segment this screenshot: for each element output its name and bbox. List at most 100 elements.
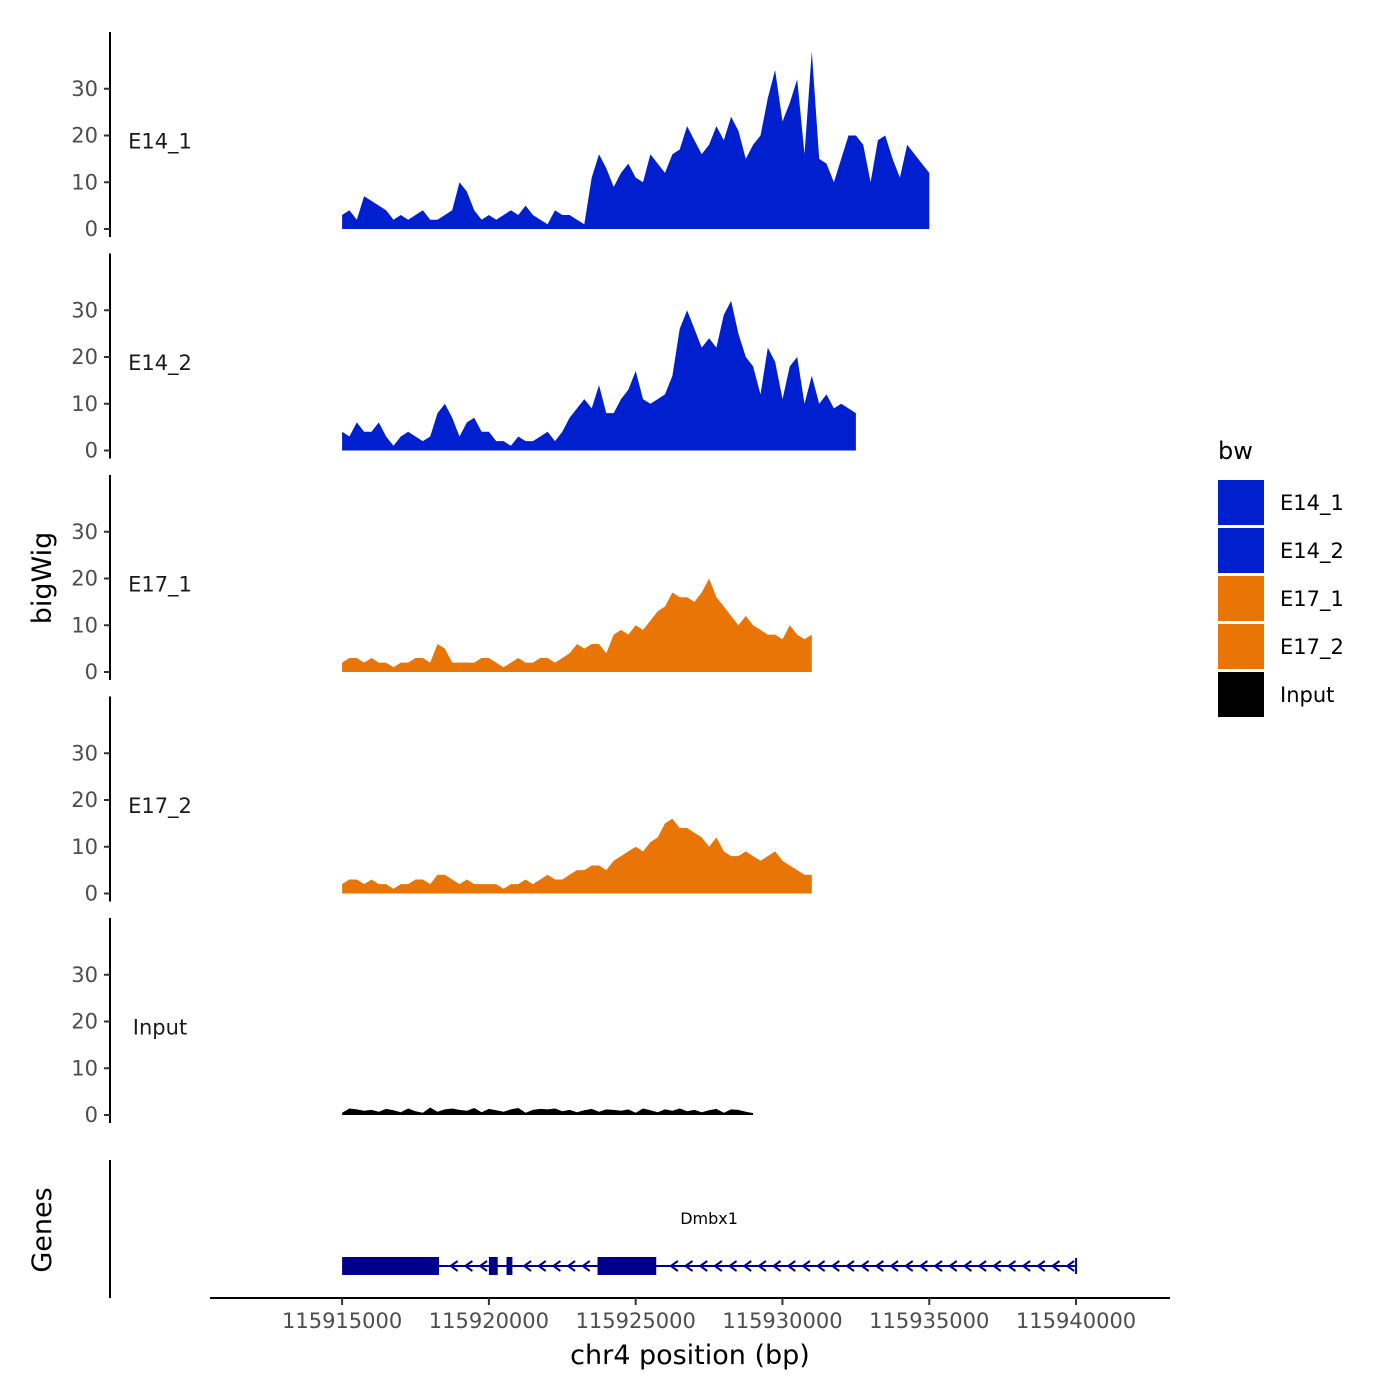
y-tick-label: 0: [85, 217, 98, 241]
legend-swatch-Input: [1218, 672, 1264, 717]
strand-arrow: [463, 1260, 473, 1272]
strand-arrow: [771, 1260, 782, 1272]
gene-track: Dmbx1: [109, 1160, 1078, 1298]
gene-label: Dmbx1: [680, 1209, 738, 1228]
signal-area-E17_1: [342, 578, 812, 672]
x-tick-label: 115920000: [429, 1309, 549, 1333]
signal-area-Input: [342, 1107, 754, 1115]
y-tick-label: 0: [85, 660, 98, 684]
strand-arrow: [830, 1260, 840, 1272]
strand-arrow: [742, 1260, 752, 1272]
strand-arrow: [478, 1260, 488, 1272]
y-axis-title-bigwig: bigWig: [27, 532, 58, 625]
y-tick-label: 0: [85, 439, 98, 463]
x-tick-label: 115925000: [576, 1309, 696, 1333]
x-axis-title: chr4 position (bp): [570, 1340, 810, 1371]
x-axis: 115915000 115920000 115925000 115930000 1159…: [210, 1297, 1170, 1333]
strand-arrow: [1065, 1260, 1075, 1272]
strand-arrow: [698, 1260, 708, 1272]
track-E17_1: 0 10 20 30 E17_1: [71, 475, 812, 684]
strand-arrow: [683, 1260, 694, 1272]
strand-arrow: [522, 1260, 532, 1272]
y-tick-label: 20: [71, 567, 98, 591]
strand-arrow: [918, 1260, 928, 1272]
y-tick-label: 30: [71, 963, 98, 987]
y-tick-label: 20: [71, 1010, 98, 1034]
legend-title: bw: [1218, 437, 1253, 465]
strand-arrow: [903, 1260, 914, 1272]
strand-arrow: [713, 1260, 723, 1272]
legend: bw E14_1 E14_2 E17_1 E17_2 Input: [1218, 437, 1344, 717]
legend-label-E17_1: E17_1: [1280, 587, 1344, 612]
strand-arrow: [801, 1260, 811, 1272]
signal-area-E14_2: [342, 300, 856, 451]
y-tick-label: 20: [71, 788, 98, 812]
exon: [342, 1257, 439, 1275]
strand-arrow: [727, 1260, 738, 1272]
strand-arrow: [845, 1260, 855, 1272]
exon: [506, 1257, 513, 1275]
exon: [597, 1257, 657, 1275]
y-tick-label: 30: [71, 741, 98, 765]
strand-arrow: [815, 1260, 826, 1272]
strand-arrow: [859, 1260, 870, 1272]
y-tick-label: 20: [71, 124, 98, 148]
strand-arrow: [962, 1260, 973, 1272]
y-tick-label: 30: [71, 520, 98, 544]
strand-arrow: [1036, 1260, 1046, 1272]
track-label-Input: Input: [133, 1016, 187, 1040]
legend-swatch-E17_2: [1218, 624, 1264, 669]
track-Input: 0 10 20 30 Input: [71, 918, 754, 1127]
strand-arrow: [566, 1260, 576, 1272]
track-label-E17_2: E17_2: [128, 794, 192, 819]
legend-swatch-E14_1: [1218, 480, 1264, 525]
strand-arrow: [889, 1260, 899, 1272]
strand-arrow: [581, 1260, 591, 1272]
y-tick-label: 20: [71, 345, 98, 369]
track-E14_2: 0 10 20 30 E14_2: [71, 253, 856, 463]
track-label-E14_2: E14_2: [128, 351, 192, 376]
track-label-E17_1: E17_1: [128, 573, 192, 598]
legend-label-E17_2: E17_2: [1280, 635, 1344, 660]
y-tick-label: 10: [71, 613, 98, 637]
track-label-E14_1: E14_1: [128, 130, 192, 155]
y-tick-label: 10: [71, 835, 98, 859]
y-axis-title-genes: Genes: [27, 1187, 58, 1272]
y-tick-label: 30: [71, 298, 98, 322]
legend-swatch-E17_1: [1218, 576, 1264, 621]
x-tick-label: 115940000: [1016, 1309, 1136, 1333]
strand-arrow: [551, 1260, 562, 1272]
y-tick-label: 0: [85, 1103, 98, 1127]
y-tick-label: 10: [71, 170, 98, 194]
x-tick-label: 115915000: [282, 1309, 402, 1333]
signal-area-E14_1: [342, 51, 930, 229]
strand-arrow: [448, 1260, 459, 1272]
legend-label-E14_1: E14_1: [1280, 491, 1344, 516]
exon: [488, 1257, 498, 1275]
strand-arrow: [669, 1260, 679, 1272]
track-E17_2: 0 10 20 30 E17_2: [71, 696, 812, 906]
y-tick-label: 30: [71, 77, 98, 101]
track-E14_1: 0 10 20 30 E14_1: [71, 32, 930, 241]
legend-label-E14_2: E14_2: [1280, 539, 1344, 564]
strand-arrow: [874, 1260, 884, 1272]
strand-arrow: [537, 1260, 547, 1272]
signal-tracks: 0 10 20 30 E14_1 0 10 20 30 E14_2 0 10 20 30 E17_1 0 10 2…: [71, 32, 930, 1127]
strand-arrow: [757, 1260, 767, 1272]
x-tick-label: 115930000: [722, 1309, 842, 1333]
strand-arrow: [786, 1260, 796, 1272]
signal-area-E17_2: [342, 818, 812, 894]
y-tick-label: 10: [71, 1056, 98, 1080]
legend-swatch-E14_2: [1218, 528, 1264, 573]
strand-arrow: [1050, 1260, 1061, 1272]
strand-arrow: [992, 1260, 1002, 1272]
y-tick-label: 10: [71, 392, 98, 416]
strand-arrow: [933, 1260, 943, 1272]
strand-arrow: [948, 1260, 958, 1272]
x-tick-label: 115935000: [869, 1309, 989, 1333]
legend-label-Input: Input: [1280, 683, 1334, 707]
strand-arrow: [1006, 1260, 1017, 1272]
strand-arrow: [1021, 1260, 1031, 1272]
y-tick-label: 0: [85, 882, 98, 906]
